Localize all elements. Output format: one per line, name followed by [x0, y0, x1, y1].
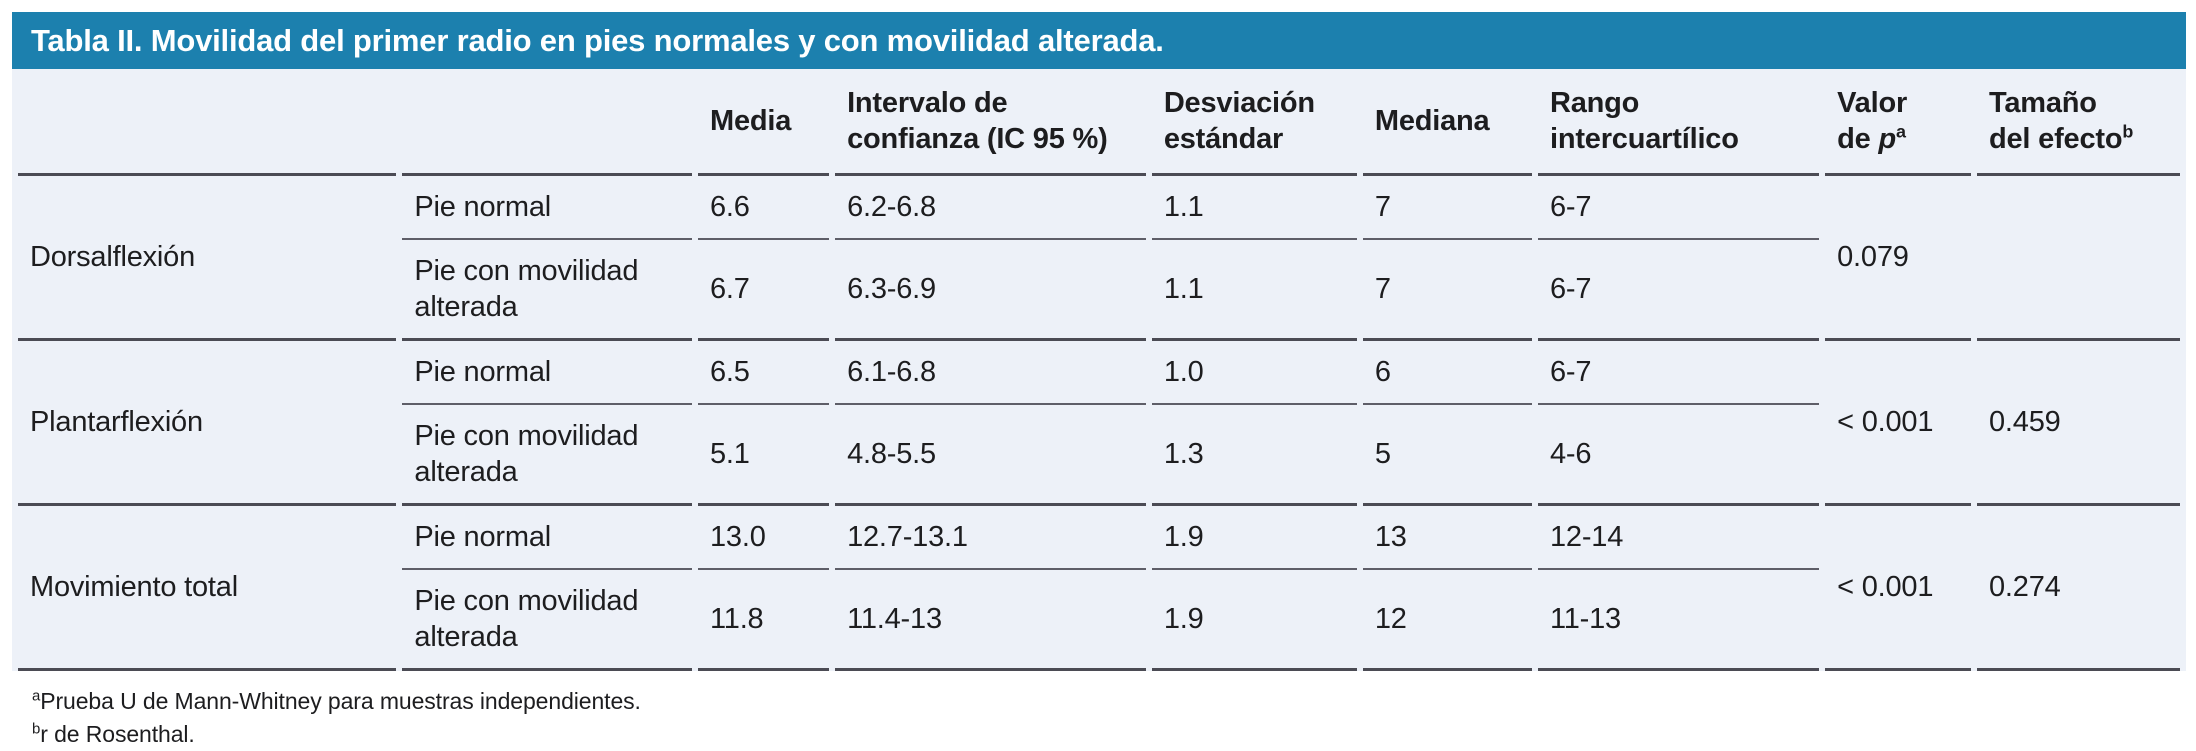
cell-media: 11.8 [698, 570, 830, 671]
group-label: Pie normal [402, 176, 692, 240]
cell-mediana: 7 [1362, 240, 1532, 341]
cell-effect-size [1976, 176, 2180, 341]
group-label: Pie con movilidad alterada [402, 405, 692, 506]
cell-rango: 6-7 [1537, 341, 1820, 405]
footnote-a-marker: a [32, 687, 41, 705]
table-row: Pie con movilidad alterada 5.1 4.8-5.5 1… [18, 405, 2180, 506]
cell-media: 6.6 [698, 176, 830, 240]
group-label: Pie con movilidad alterada [402, 240, 692, 341]
cell-sd: 1.1 [1151, 176, 1357, 240]
cell-sd: 1.3 [1151, 405, 1357, 506]
cell-mediana: 6 [1362, 341, 1532, 405]
column-header-tamano-efecto: Tamaño del efectob [1976, 69, 2180, 176]
cell-sd: 1.9 [1151, 570, 1357, 671]
cell-rango: 6-7 [1537, 240, 1820, 341]
cell-mediana: 13 [1362, 506, 1532, 570]
table-row: Dorsalflexión Pie normal 6.6 6.2-6.8 1.1… [18, 176, 2180, 341]
cell-media: 6.7 [698, 240, 830, 341]
cell-ic: 11.4-13 [835, 570, 1146, 671]
cell-sd: 1.0 [1151, 341, 1357, 405]
cell-effect-size: 0.459 [1976, 341, 2180, 506]
footnote-a: aPrueba U de Mann-Whitney para muestras … [32, 685, 2186, 718]
table-header-row: Media Intervalo de confianza (IC 95 %) D… [18, 69, 2180, 176]
cell-ic: 6.1-6.8 [835, 341, 1146, 405]
cell-ic: 6.2-6.8 [835, 176, 1146, 240]
cell-rango: 11-13 [1537, 570, 1820, 671]
table-title: Tabla II. Movilidad del primer radio en … [31, 23, 1164, 58]
cell-rango: 6-7 [1537, 176, 1820, 240]
footnote-a-text: Prueba U de Mann-Whitney para muestras i… [40, 688, 641, 714]
footnote-b-text: r de Rosenthal. [40, 721, 195, 747]
table-row: Pie con movilidad alterada 11.8 11.4-13 … [18, 570, 2180, 671]
cell-rango: 4-6 [1537, 405, 1820, 506]
section-plantarflexion: Plantarflexión Pie normal 6.5 6.1-6.8 1.… [18, 341, 2180, 506]
cell-media: 5.1 [698, 405, 830, 506]
footnote-b-marker: b [32, 720, 41, 738]
cell-media: 13.0 [698, 506, 830, 570]
cell-media: 6.5 [698, 341, 830, 405]
row-label-plantarflexion: Plantarflexión [18, 341, 397, 506]
column-header-empty-variable [18, 69, 397, 176]
column-header-rango-intercuartilico: Rango intercuartílico [1537, 69, 1820, 176]
cell-p-value: < 0.001 [1825, 506, 1971, 671]
column-header-empty-group [402, 69, 692, 176]
row-label-movimiento-total: Movimiento total [18, 506, 397, 671]
column-header-valor-p: Valor de pa [1825, 69, 1971, 176]
table-title-bar: Tabla II. Movilidad del primer radio en … [12, 12, 2186, 69]
group-label: Pie normal [402, 341, 692, 405]
cell-mediana: 5 [1362, 405, 1532, 506]
cell-sd: 1.9 [1151, 506, 1357, 570]
column-header-media: Media [698, 69, 830, 176]
cell-mediana: 12 [1362, 570, 1532, 671]
cell-ic: 4.8-5.5 [835, 405, 1146, 506]
cell-p-value: 0.079 [1825, 176, 1971, 341]
cell-ic: 6.3-6.9 [835, 240, 1146, 341]
statistics-table: Media Intervalo de confianza (IC 95 %) D… [12, 69, 2186, 671]
cell-rango: 12-14 [1537, 506, 1820, 570]
footnote-b: br de Rosenthal. [32, 718, 2186, 751]
row-label-dorsalflexion: Dorsalflexión [18, 176, 397, 341]
cell-p-value: < 0.001 [1825, 341, 1971, 506]
cell-mediana: 7 [1362, 176, 1532, 240]
footnote-marker-b-ref: b [2122, 121, 2134, 142]
column-header-intervalo-confianza: Intervalo de confianza (IC 95 %) [835, 69, 1146, 176]
footnotes: aPrueba U de Mann-Whitney para muestras … [32, 685, 2186, 751]
group-label: Pie normal [402, 506, 692, 570]
section-movimiento-total: Movimiento total Pie normal 13.0 12.7-13… [18, 506, 2180, 671]
table-row: Movimiento total Pie normal 13.0 12.7-13… [18, 506, 2180, 671]
footnote-marker-a-ref: a [1895, 121, 1906, 142]
cell-ic: 12.7-13.1 [835, 506, 1146, 570]
cell-sd: 1.1 [1151, 240, 1357, 341]
column-header-desviacion-estandar: Desviación estándar [1151, 69, 1357, 176]
table-row: Plantarflexión Pie normal 6.5 6.1-6.8 1.… [18, 341, 2180, 506]
cell-effect-size: 0.274 [1976, 506, 2180, 671]
section-dorsalflexion: Dorsalflexión Pie normal 6.6 6.2-6.8 1.1… [18, 176, 2180, 341]
table-row: Pie con movilidad alterada 6.7 6.3-6.9 1… [18, 240, 2180, 341]
group-label: Pie con movilidad alterada [402, 570, 692, 671]
column-header-mediana: Mediana [1362, 69, 1532, 176]
